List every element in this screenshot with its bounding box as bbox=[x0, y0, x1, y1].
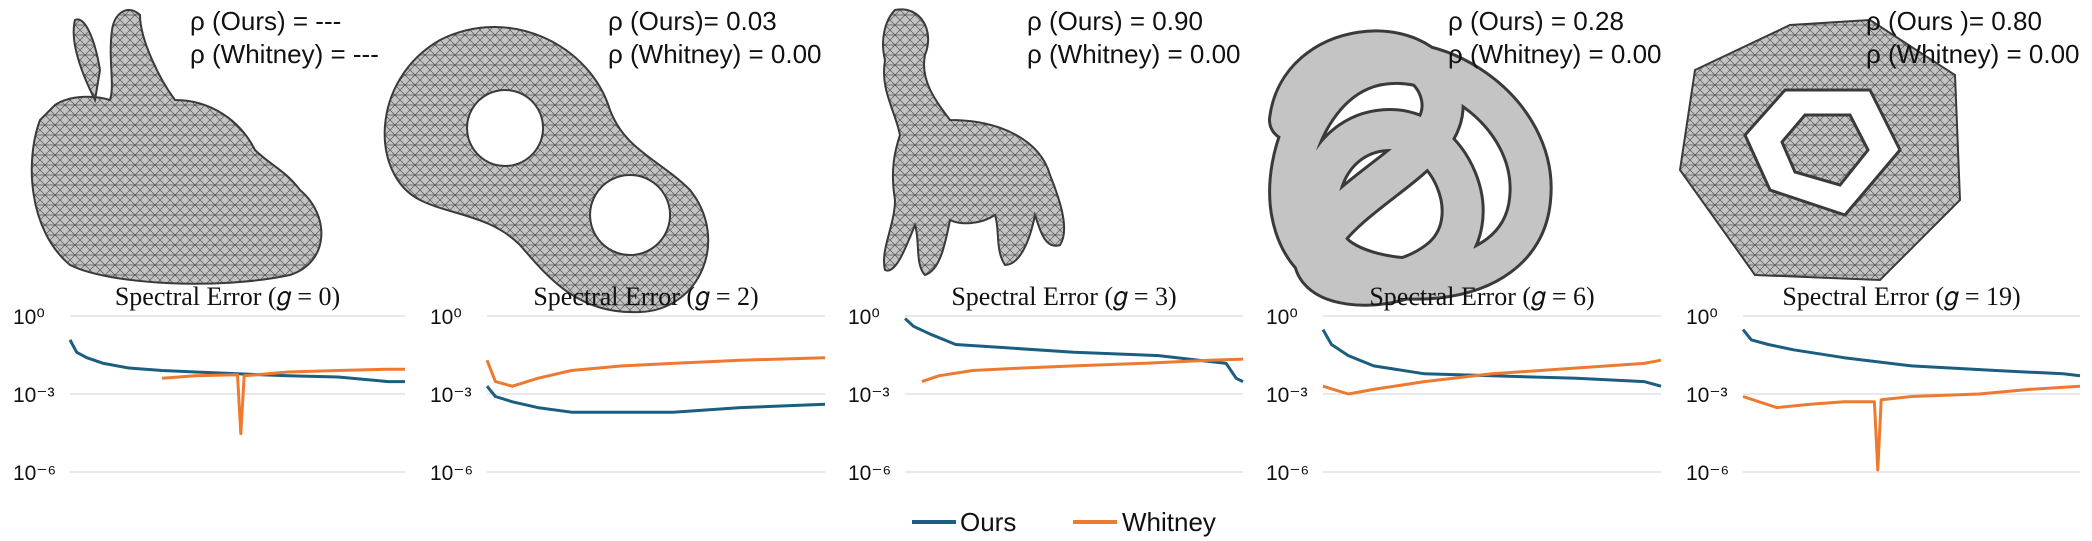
y-tick-label-3-1: 10⁻³ bbox=[1266, 384, 1307, 407]
legend: Ours Whitney bbox=[912, 507, 1216, 537]
mesh-2-rho-whitney: ρ (Whitney) = 0.00 bbox=[1027, 39, 1240, 69]
y-tick-label-4-2: 10⁻⁶ bbox=[1686, 462, 1729, 485]
series-line-ours-1 bbox=[485, 385, 826, 414]
double-torus-mesh bbox=[383, 26, 710, 314]
y-tick-label-2-2: 10⁻⁶ bbox=[848, 462, 891, 485]
chart-title-3: Spectral Error (𝑔 = 6) bbox=[1369, 282, 1594, 311]
series-line-whitney-4 bbox=[1742, 384, 2081, 472]
series-line-whitney-2 bbox=[921, 357, 1244, 384]
series-line-ours-2 bbox=[903, 317, 1244, 383]
mesh-4-rho-ours: ρ (Ours )= 0.80 bbox=[1866, 6, 2042, 36]
chart-title-0: Spectral Error (𝑔 = 0) bbox=[115, 282, 340, 311]
y-tick-label-0-0: 10⁰ bbox=[13, 306, 45, 329]
series-line-ours-3 bbox=[1321, 328, 1662, 388]
y-tick-label-3-2: 10⁻⁶ bbox=[1266, 462, 1309, 485]
elephant-mesh bbox=[882, 8, 1066, 277]
mesh-3-rho-whitney: ρ (Whitney) = 0.00 bbox=[1448, 39, 1661, 69]
y-tick-label-1-1: 10⁻³ bbox=[430, 384, 471, 407]
icosahedral-lattice-mesh bbox=[1678, 18, 1962, 282]
y-tick-label-2-0: 10⁰ bbox=[848, 306, 880, 329]
chart-panel-0: Spectral Error (𝑔 = 0) 10⁰ 10⁻³ 10⁻⁶ bbox=[13, 282, 405, 485]
bunny-mesh bbox=[30, 9, 323, 285]
series-line-whitney-3 bbox=[1322, 358, 1662, 396]
mesh-0-rho-whitney: ρ (Whitney) = --- bbox=[190, 39, 379, 69]
mesh-0-rho-ours: ρ (Ours) = --- bbox=[190, 6, 341, 36]
series-line-ours-0 bbox=[68, 339, 405, 384]
chart-panel-3: Spectral Error (𝑔 = 6) 10⁰ 10⁻³ 10⁻⁶ bbox=[1266, 282, 1662, 485]
knot-mesh bbox=[1268, 29, 1553, 307]
chart-title-4: Spectral Error (𝑔 = 19) bbox=[1782, 282, 2020, 311]
chart-title-1: Spectral Error (𝑔 = 2) bbox=[533, 282, 758, 311]
series-line-whitney-1 bbox=[485, 356, 826, 388]
series-line-ours-4 bbox=[1741, 328, 2081, 378]
y-tick-label-1-2: 10⁻⁶ bbox=[430, 462, 473, 485]
spectral-error-charts: Spectral Error (𝑔 = 0)10⁰10⁻³10⁻⁶Spectra… bbox=[13, 282, 2081, 485]
mesh-3-rho-ours: ρ (Ours) = 0.28 bbox=[1448, 6, 1624, 36]
mesh-1-rho-whitney: ρ (Whitney) = 0.00 bbox=[608, 39, 821, 69]
mesh-4-rho-whitney: ρ (Whitney) = 0.00 bbox=[1866, 39, 2079, 69]
y-tick-label-0-2: 10⁻⁶ bbox=[13, 462, 56, 485]
chart-title-2: Spectral Error (𝑔 = 3) bbox=[951, 282, 1176, 311]
y-tick-label-4-0: 10⁰ bbox=[1686, 306, 1718, 329]
y-tick-label-4-1: 10⁻³ bbox=[1686, 384, 1727, 407]
mesh-labels: ρ (Ours) = --- ρ (Whitney) = --- ρ (Ours… bbox=[190, 6, 2079, 69]
legend-ours-label: Ours bbox=[960, 507, 1016, 537]
chart-panel-2: Spectral Error (𝑔 = 3) 10⁰ 10⁻³ 10⁻⁶ bbox=[848, 282, 1244, 485]
y-tick-label-0-1: 10⁻³ bbox=[13, 384, 54, 407]
chart-panel-4: Spectral Error (𝑔 = 19) 10⁰ 10⁻³ 10⁻⁶ bbox=[1686, 282, 2081, 485]
y-tick-label-1-0: 10⁰ bbox=[430, 306, 462, 329]
mesh-2-rho-ours: ρ (Ours) = 0.90 bbox=[1027, 6, 1203, 36]
y-tick-label-2-1: 10⁻³ bbox=[848, 384, 889, 407]
legend-whitney-label: Whitney bbox=[1122, 507, 1216, 537]
series-line-whitney-0 bbox=[161, 367, 405, 436]
y-tick-label-3-0: 10⁰ bbox=[1266, 306, 1298, 329]
chart-panel-1: Spectral Error (𝑔 = 2) 10⁰ 10⁻³ 10⁻⁶ bbox=[430, 282, 826, 485]
mesh-1-rho-ours: ρ (Ours)= 0.03 bbox=[608, 6, 777, 36]
